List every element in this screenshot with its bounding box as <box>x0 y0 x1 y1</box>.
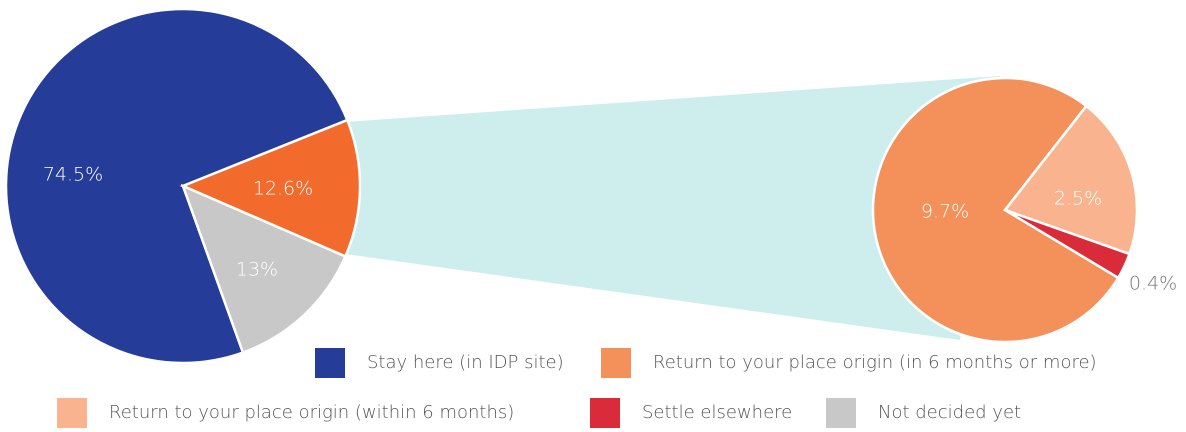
data-label: 2.5% <box>1054 188 1102 210</box>
legend-swatch <box>590 398 620 428</box>
legend-label: Settle elsewhere <box>642 402 792 423</box>
data-label: 74.5% <box>43 164 103 186</box>
legend-swatch <box>826 398 856 428</box>
legend-label: Stay here (in IDP site) <box>367 352 564 373</box>
pie-slice <box>180 183 348 355</box>
data-label: 13% <box>236 259 278 281</box>
legend-label: Not decided yet <box>878 402 1021 423</box>
legend-swatch <box>315 348 345 378</box>
connector <box>345 76 1000 340</box>
legend-swatch <box>601 348 631 378</box>
pie-slice <box>871 76 1120 344</box>
data-label: 9.7% <box>921 201 969 223</box>
pie-slice <box>1002 104 1139 256</box>
legend-label: Return to your place origin (within 6 mo… <box>109 402 514 423</box>
pie-slice <box>179 118 362 259</box>
data-label: 0.4% <box>1129 273 1177 295</box>
legend-swatch <box>57 398 87 428</box>
pie-slice <box>4 7 349 365</box>
data-label: 12.6% <box>253 178 313 200</box>
legend-label: Return to your place origin (in 6 months… <box>653 352 1097 373</box>
pie-slice <box>1004 208 1132 280</box>
